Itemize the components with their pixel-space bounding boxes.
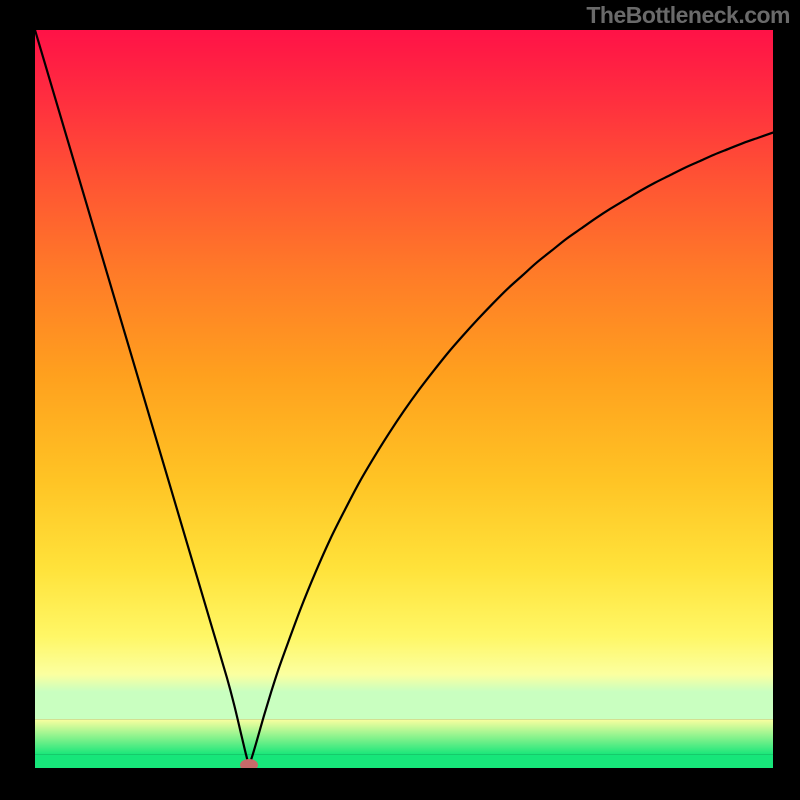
bottom-fade-band [35, 719, 773, 754]
attribution-text: TheBottleneck.com [586, 2, 790, 29]
background-gradient [35, 30, 773, 719]
chart-frame: TheBottleneck.com [0, 0, 800, 800]
bottom-solid-band [35, 755, 773, 768]
chart-svg [35, 30, 773, 768]
chart-plot-area [35, 30, 773, 768]
